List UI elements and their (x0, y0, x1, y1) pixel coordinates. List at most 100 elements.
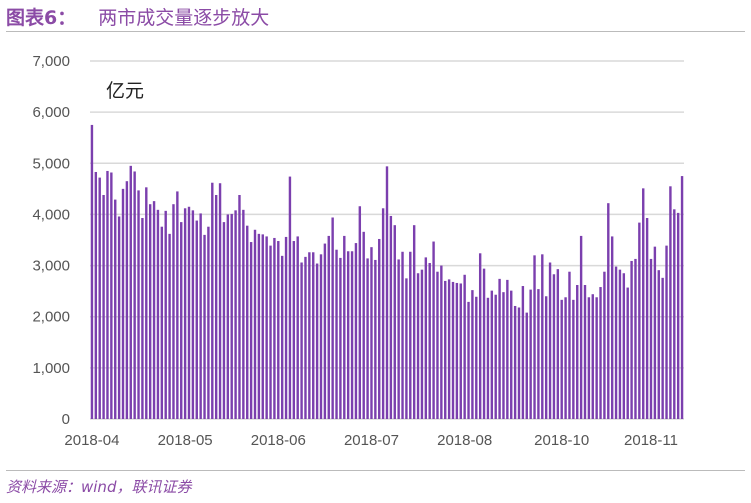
bar (564, 297, 567, 419)
y-tick-label: 5,000 (32, 155, 70, 172)
bar (191, 210, 195, 419)
bar (214, 194, 218, 419)
bar (106, 170, 109, 419)
y-tick-label: 3,000 (32, 258, 70, 275)
bar (160, 226, 164, 419)
x-tick-label: 2018-08 (437, 432, 492, 449)
bar (335, 249, 338, 419)
bar (412, 225, 416, 419)
bar (463, 274, 466, 419)
bar (393, 225, 396, 419)
y-tick-label: 0 (62, 411, 70, 428)
bar (331, 217, 334, 419)
bar (459, 283, 462, 419)
bar (455, 282, 459, 419)
bar (172, 204, 175, 419)
bar (428, 263, 431, 419)
bar (607, 203, 610, 419)
bar (168, 233, 171, 419)
bar (618, 269, 622, 419)
bar (579, 235, 583, 419)
bar (234, 210, 237, 419)
bar (467, 301, 470, 419)
figure-title: 图表6： 两市成交量逐步放大 (6, 3, 269, 30)
bar (137, 190, 140, 419)
y-axis-unit: 亿元 (106, 80, 144, 102)
bar (614, 266, 618, 419)
bar (261, 234, 264, 419)
bar (280, 255, 284, 419)
bar (475, 296, 478, 419)
bar (451, 281, 455, 419)
bar (327, 235, 330, 419)
bar (389, 215, 393, 419)
bar (665, 245, 668, 419)
x-tick-label: 2018-10 (534, 432, 589, 449)
bar (420, 269, 424, 419)
bar (642, 188, 645, 419)
bar (164, 210, 167, 419)
bar (292, 241, 296, 419)
bar (203, 234, 206, 419)
bar (222, 222, 226, 419)
bar (98, 177, 101, 419)
bar (195, 220, 198, 419)
bar (249, 242, 253, 419)
bar (284, 236, 288, 419)
bar (265, 236, 268, 419)
bar (432, 241, 435, 419)
x-axis-ticks: 2018-04 2018-05 2018-06 2018-07 2018-08 2018-… (64, 432, 678, 449)
bar (494, 294, 497, 419)
bar (374, 259, 377, 419)
bar (568, 271, 571, 419)
bar (548, 262, 552, 419)
bar (502, 292, 505, 419)
bar (288, 176, 292, 419)
bar (506, 279, 509, 419)
bar (634, 258, 637, 419)
bar (246, 225, 249, 419)
bar (657, 270, 660, 419)
y-tick-label: 1,000 (32, 360, 70, 377)
bar (176, 191, 179, 419)
y-tick-label: 4,000 (32, 206, 70, 223)
bar (591, 294, 594, 419)
bar (218, 183, 222, 419)
figure-title-text: 两市成交量逐步放大 (98, 7, 270, 29)
bar (141, 218, 144, 419)
bar (583, 285, 587, 419)
bar (680, 176, 684, 419)
bottom-divider (6, 470, 745, 471)
bar (346, 251, 350, 419)
bar (572, 299, 575, 419)
bar (358, 206, 362, 419)
bar (405, 278, 408, 419)
bar (381, 208, 385, 419)
bar (156, 209, 160, 419)
bar (277, 241, 280, 419)
bar (362, 231, 365, 419)
bar (676, 212, 680, 419)
bar (145, 187, 148, 419)
bar (603, 271, 606, 419)
bar (94, 171, 98, 419)
bar (110, 172, 113, 419)
bar (269, 245, 272, 419)
bar (630, 260, 633, 419)
bar (125, 181, 129, 419)
bar (541, 254, 544, 419)
bar (486, 297, 490, 419)
y-tick-label: 6,000 (32, 104, 70, 121)
bar (471, 290, 474, 419)
bar (296, 236, 299, 419)
bar (304, 256, 307, 419)
bar (397, 259, 400, 419)
y-tick-label: 2,000 (32, 309, 70, 326)
bar (533, 255, 536, 419)
bar (622, 273, 626, 419)
bar (626, 287, 629, 419)
bar (199, 213, 202, 419)
bar (378, 238, 381, 419)
bar (645, 218, 649, 419)
bar (148, 204, 152, 419)
